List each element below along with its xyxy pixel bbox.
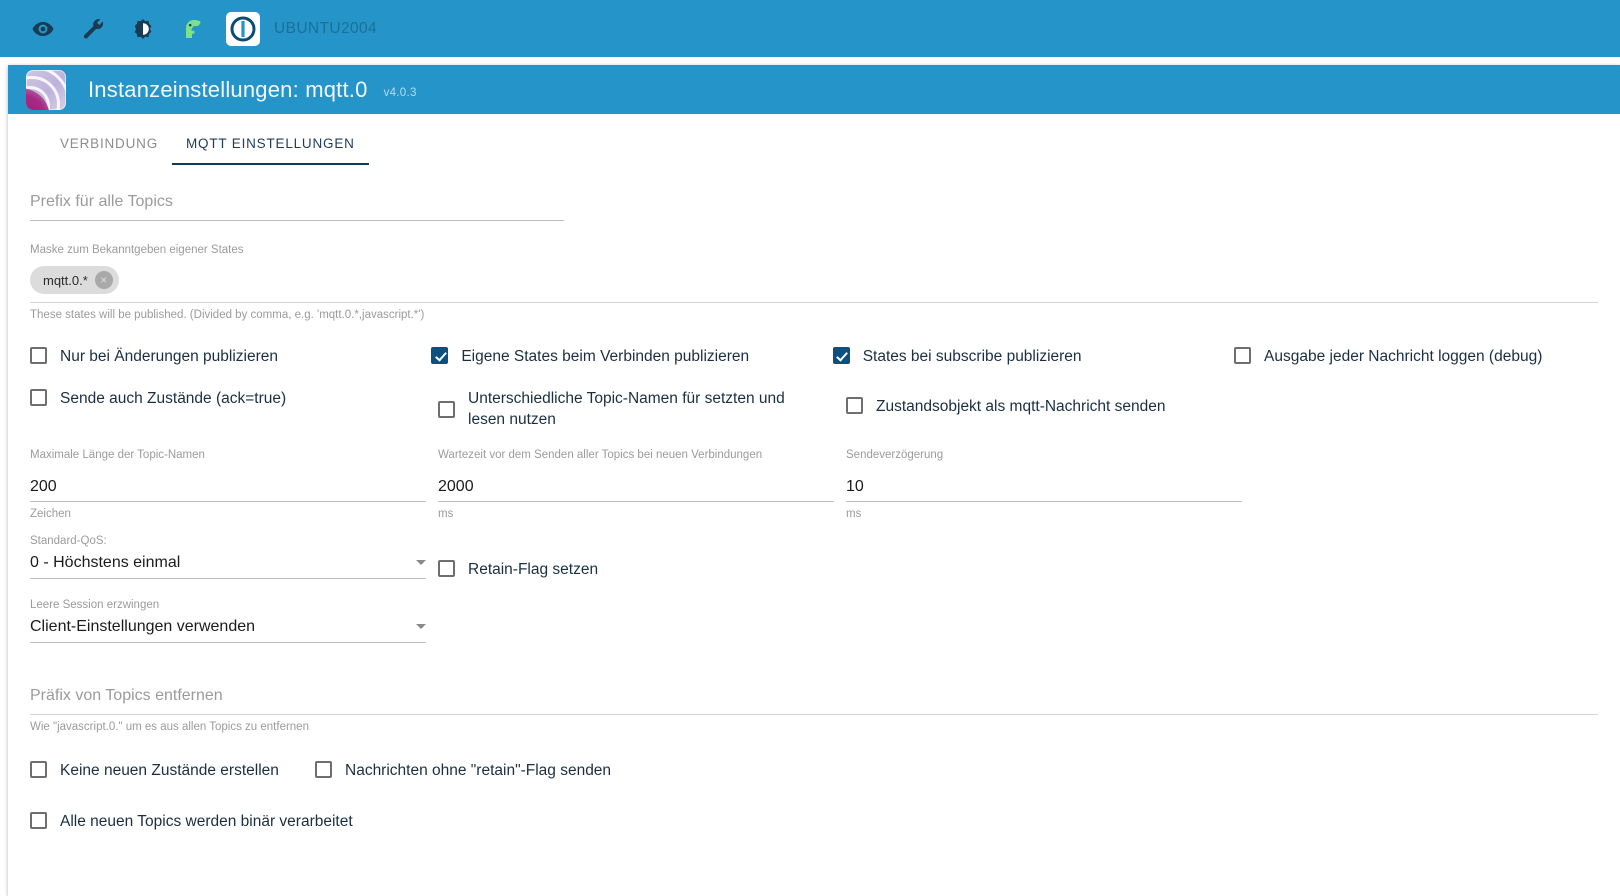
remove-prefix-label: Präfix von Topics entfernen [30, 687, 223, 704]
checkbox-row-3: Keine neuen Zustände erstellen Nachricht… [30, 760, 1598, 781]
prefix-all-topics-field: Prefix für alle Topics [30, 193, 564, 221]
checkbox-box[interactable] [30, 389, 47, 406]
checkbox-no-new-states[interactable]: Keine neuen Zustände erstellen [30, 760, 315, 781]
checkbox-row-2: Sende auch Zustände (ack=true) Unterschi… [30, 388, 1598, 430]
select-value: Client-Einstellungen verwenden [30, 618, 256, 635]
prefix-all-topics-input[interactable] [30, 218, 564, 221]
close-icon[interactable]: × [94, 271, 113, 289]
field-max-topic-length: Maximale Länge der Topic-Namen 200 Zeich… [30, 448, 438, 520]
checkbox-box[interactable] [438, 400, 455, 418]
version-label: v4.0.3 [383, 87, 417, 99]
contrast-icon[interactable] [118, 0, 168, 57]
checkbox-box[interactable] [832, 347, 850, 364]
qos-row: Standard-QoS: 0 - Höchstens einmal Retai… [30, 534, 1598, 580]
field-wait-before-send: Wartezeit vor dem Senden aller Topics be… [438, 448, 846, 520]
select-label: Standard-QoS: [30, 535, 107, 547]
remove-prefix-input[interactable] [30, 712, 1598, 715]
checkbox-send-ack-true-states[interactable]: Sende auch Zustände (ack=true) [30, 388, 438, 430]
instance-settings-window: Instanzeinstellungen: mqtt.0 v4.0.3 VERB… [8, 65, 1620, 896]
checkbox-set-retain-flag[interactable]: Retain-Flag setzen [438, 534, 846, 580]
tab-bar: VERBINDUNG MQTT EINSTELLUNGEN [8, 114, 1620, 165]
select-value: 0 - Höchstens einmal [30, 554, 181, 571]
tab-mqtt-einstellungen[interactable]: MQTT EINSTELLUNGEN [172, 136, 369, 165]
checkbox-publish-states-on-subscribe[interactable]: States bei subscribe publizieren [832, 346, 1234, 367]
remove-prefix-field: Präfix von Topics entfernen Wie "javascr… [30, 687, 1598, 733]
checkbox-box[interactable] [30, 347, 47, 364]
checkbox-box[interactable] [315, 761, 332, 778]
checkbox-label: Ausgabe jeder Nachricht loggen (debug) [1264, 348, 1543, 365]
publish-mask-field: Maske zum Bekanntgeben eigener States mq… [30, 243, 1598, 321]
checkbox-binary-topics[interactable]: Alle neuen Topics werden binär verarbeit… [30, 811, 353, 832]
system-topbar: UBUNTU2004 [0, 0, 1620, 57]
field-input[interactable]: 10 [846, 476, 1242, 502]
checkbox-label: Sende auch Zustände (ack=true) [60, 390, 287, 407]
hostname-label: UBUNTU2004 [274, 19, 378, 37]
select-label: Leere Session erzwingen [30, 599, 160, 611]
checkbox-box[interactable] [431, 347, 449, 364]
checkbox-different-topic-names[interactable]: Unterschiedliche Topic-Namen für setzten… [438, 388, 846, 430]
checkbox-label: Retain-Flag setzen [468, 561, 599, 578]
select-standard-qos[interactable]: Standard-QoS: 0 - Höchstens einmal [30, 534, 438, 580]
chevron-down-icon[interactable] [416, 560, 426, 565]
field-send-delay: Sendeverzögerung 10 ms [846, 448, 1254, 520]
checkbox-row-1: Nur bei Änderungen publizieren Eigene St… [30, 346, 1598, 367]
checkbox-box[interactable] [30, 761, 47, 778]
checkbox-send-without-retain[interactable]: Nachrichten ohne "retain"-Flag senden [315, 760, 815, 781]
checkbox-row-4: Alle neuen Topics werden binär verarbeit… [30, 811, 1598, 832]
checkbox-box[interactable] [30, 812, 47, 829]
field-input[interactable]: 2000 [438, 476, 834, 502]
numeric-field-row: Maximale Länge der Topic-Namen 200 Zeich… [30, 448, 1598, 520]
iobroker-icon[interactable] [226, 11, 260, 46]
checkbox-publish-own-states-on-connect[interactable]: Eigene States beim Verbinden publizieren [431, 346, 832, 367]
checkbox-box[interactable] [1234, 347, 1252, 364]
settings-form: Prefix für alle Topics Maske zum Bekannt… [8, 193, 1620, 832]
field-suffix: Zeichen [30, 508, 71, 520]
checkbox-label: States bei subscribe publizieren [862, 348, 1082, 365]
checkbox-label: Zustandsobjekt als mqtt-Nachricht senden [876, 398, 1166, 415]
eye-icon[interactable] [18, 0, 68, 57]
head-icon[interactable] [168, 0, 218, 57]
checkbox-send-state-object[interactable]: Zustandsobjekt als mqtt-Nachricht senden [846, 388, 1254, 430]
field-label: Sendeverzögerung [846, 449, 944, 461]
field-suffix: ms [438, 508, 454, 520]
field-suffix: ms [846, 508, 862, 520]
checkbox-log-every-message-debug[interactable]: Ausgabe jeder Nachricht loggen (debug) [1234, 346, 1598, 367]
field-label: Wartezeit vor dem Senden aller Topics be… [438, 449, 763, 461]
page-title: Instanzeinstellungen: mqtt.0 [88, 76, 368, 102]
checkbox-label: Keine neuen Zustände erstellen [60, 762, 279, 779]
window-header: Instanzeinstellungen: mqtt.0 v4.0.3 [8, 65, 1620, 114]
mqtt-adapter-logo [26, 69, 66, 110]
prefix-all-topics-label: Prefix für alle Topics [30, 193, 173, 210]
wrench-icon[interactable] [68, 0, 118, 57]
select-force-clean-session[interactable]: Leere Session erzwingen Client-Einstellu… [30, 598, 438, 643]
field-input[interactable]: 200 [30, 476, 426, 502]
checkbox-publish-on-change[interactable]: Nur bei Änderungen publizieren [30, 346, 431, 367]
publish-mask-divider [30, 302, 1598, 303]
chip-mqtt-mask[interactable]: mqtt.0.* × [30, 266, 119, 294]
publish-mask-chip-list[interactable]: mqtt.0.* × [30, 257, 1598, 302]
checkbox-box[interactable] [846, 397, 863, 414]
checkbox-label: Nur bei Änderungen publizieren [60, 348, 279, 365]
checkbox-label: Eigene States beim Verbinden publizieren [461, 348, 750, 365]
publish-mask-label: Maske zum Bekanntgeben eigener States [30, 244, 244, 256]
chip-label: mqtt.0.* [43, 272, 88, 288]
remove-prefix-helper: Wie "javascript.0." um es aus allen Topi… [30, 721, 309, 733]
publish-mask-helper: These states will be published. (Divided… [30, 309, 425, 321]
checkbox-label: Nachrichten ohne "retain"-Flag senden [345, 762, 612, 779]
tab-verbindung[interactable]: VERBINDUNG [60, 136, 159, 151]
field-label: Maximale Länge der Topic-Namen [30, 449, 205, 461]
checkbox-label: Alle neuen Topics werden binär verarbeit… [60, 813, 353, 830]
chevron-down-icon[interactable] [416, 624, 426, 629]
checkbox-box[interactable] [438, 560, 455, 577]
checkbox-label: Unterschiedliche Topic-Namen für setzten… [468, 390, 785, 428]
